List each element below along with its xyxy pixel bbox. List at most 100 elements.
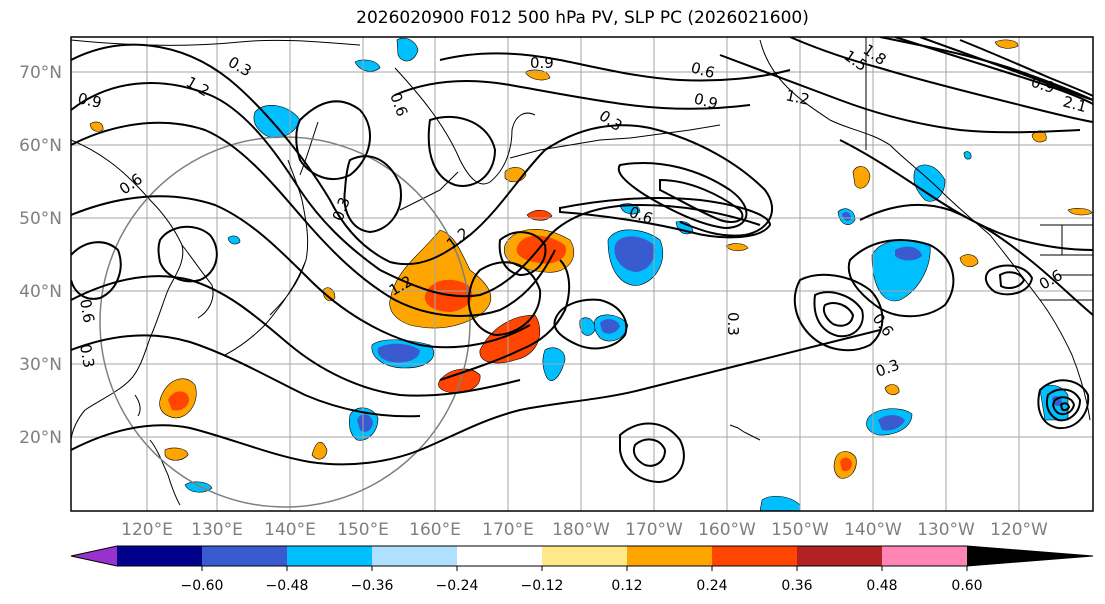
pv-contour [71, 275, 521, 397]
map-plot-area [71, 37, 1093, 511]
longitude-label: 180°W [552, 520, 610, 540]
pv-contour [157, 225, 218, 283]
colorbar-extend-max [967, 546, 1093, 566]
alaska-coastline [759, 39, 991, 236]
colorbar-segment [797, 546, 882, 566]
contour-label: 0.6 [76, 298, 98, 325]
pv-contour [343, 155, 402, 234]
colorbar-tick-label: 0.24 [696, 578, 727, 594]
pv-contour [295, 100, 372, 180]
colorbar-tick-label: −0.24 [436, 578, 479, 594]
longitude-label: 140°W [844, 520, 902, 540]
longitude-label: 150°E [337, 520, 389, 540]
pv-positive-anomaly [164, 447, 189, 461]
pv-negative-core [614, 236, 655, 272]
pv-positive-anomaly [311, 442, 328, 460]
hawaii-islands [729, 424, 761, 441]
pv-positive-anomaly [959, 254, 979, 267]
contour-label: 0.9 [530, 54, 554, 72]
pv-contour [427, 115, 497, 187]
latitude-label: 60°N [19, 136, 62, 156]
contour-label: 1.2 [784, 86, 811, 109]
colorbar-tick-label: −0.60 [181, 578, 224, 594]
pv-negative-core [878, 415, 905, 431]
pv-contour [659, 178, 744, 223]
pv-contour [919, 37, 1093, 101]
longitude-label: 140°E [264, 520, 316, 540]
pv-contour [984, 264, 1034, 296]
pv-contour [439, 52, 791, 82]
colorbar-extend-min [71, 546, 117, 566]
pv-contour [553, 298, 628, 350]
longitude-label: 160°W [698, 520, 756, 540]
philippines-coastline [149, 439, 181, 506]
pv-negative-core [842, 211, 851, 222]
kuril-arc [399, 171, 459, 211]
longitude-label: 130°E [191, 520, 243, 540]
colorbar-segment [287, 546, 372, 566]
contour-label: 0.6 [689, 58, 717, 82]
pv-contour [894, 37, 1093, 105]
colorbar-tick-label: −0.36 [351, 578, 394, 594]
pv-positive-anomaly [438, 368, 481, 393]
siberia-coastline [71, 39, 361, 46]
pv-contour [859, 203, 1093, 316]
colorbar-tick-label: 0.60 [951, 578, 982, 594]
colorbar-segment [457, 546, 542, 566]
contour-label: 0.9 [76, 89, 103, 112]
pv-contour [1052, 396, 1076, 416]
colorbar-tick-label: −0.48 [266, 578, 309, 594]
pv-contour [619, 422, 685, 484]
pv-negative-anomaly [396, 37, 419, 62]
colorbar: −0.60 −0.48 −0.36 −0.24 −0.12 0.12 0.24 … [70, 545, 1094, 594]
latitude-label: 40°N [19, 282, 62, 302]
contour-label: 2.1 [1061, 92, 1089, 116]
pv-negative-anomaly [963, 151, 972, 160]
longitude-label: 120°E [121, 520, 173, 540]
pv-contour [793, 273, 884, 352]
pv-positive-anomaly [884, 384, 900, 396]
colorbar-tick-label: −0.12 [521, 578, 564, 594]
colorbar-segment [712, 546, 797, 566]
pv-positive-core [168, 391, 190, 411]
pv-contour [813, 291, 864, 338]
pv-positive-core [840, 457, 852, 472]
pv-contour [71, 329, 881, 466]
pv-contour [1037, 379, 1090, 430]
pv-contour [394, 80, 751, 110]
pv-contour [1045, 388, 1082, 422]
pv-positive-anomaly [1067, 208, 1093, 216]
pv-contour [959, 39, 1093, 97]
colorbar-segment [372, 546, 457, 566]
pv-positive-anomaly [994, 39, 1019, 49]
colorbar-tick-label: 0.36 [781, 578, 812, 594]
pv-contour [439, 259, 571, 381]
pv-contour [71, 241, 122, 300]
pv-contour [719, 54, 1081, 134]
latitude-label: 20°N [19, 428, 62, 448]
pv-contour [822, 302, 855, 327]
colorbar-tick-label: 0.12 [611, 578, 642, 594]
colorbar-segment [627, 546, 712, 566]
colorbar-segment [117, 546, 202, 566]
latitude-axis: 70°N 60°N 50°N 40°N 30°N 20°N [19, 63, 62, 448]
colorbar-outline [70, 545, 1094, 567]
contour-label: 0.3 [76, 343, 98, 370]
longitude-label: 130°W [917, 520, 975, 540]
latitude-label: 30°N [19, 355, 62, 375]
pv-contour [71, 334, 421, 418]
pv-contour [71, 121, 556, 317]
longitude-label: 120°W [990, 520, 1048, 540]
pv-contour [998, 271, 1026, 289]
pv-contour [617, 162, 748, 230]
pv-positive-anomaly [524, 69, 551, 81]
latitude-label: 50°N [19, 209, 62, 229]
contour-label: 0.9 [692, 89, 720, 113]
pv-negative-core [377, 343, 420, 363]
colorbar-segment [542, 546, 627, 566]
pv-contour [847, 239, 955, 318]
sakhalin-coastline [299, 121, 319, 176]
pv-positive-core [516, 235, 566, 264]
pv-contour [789, 37, 1093, 123]
